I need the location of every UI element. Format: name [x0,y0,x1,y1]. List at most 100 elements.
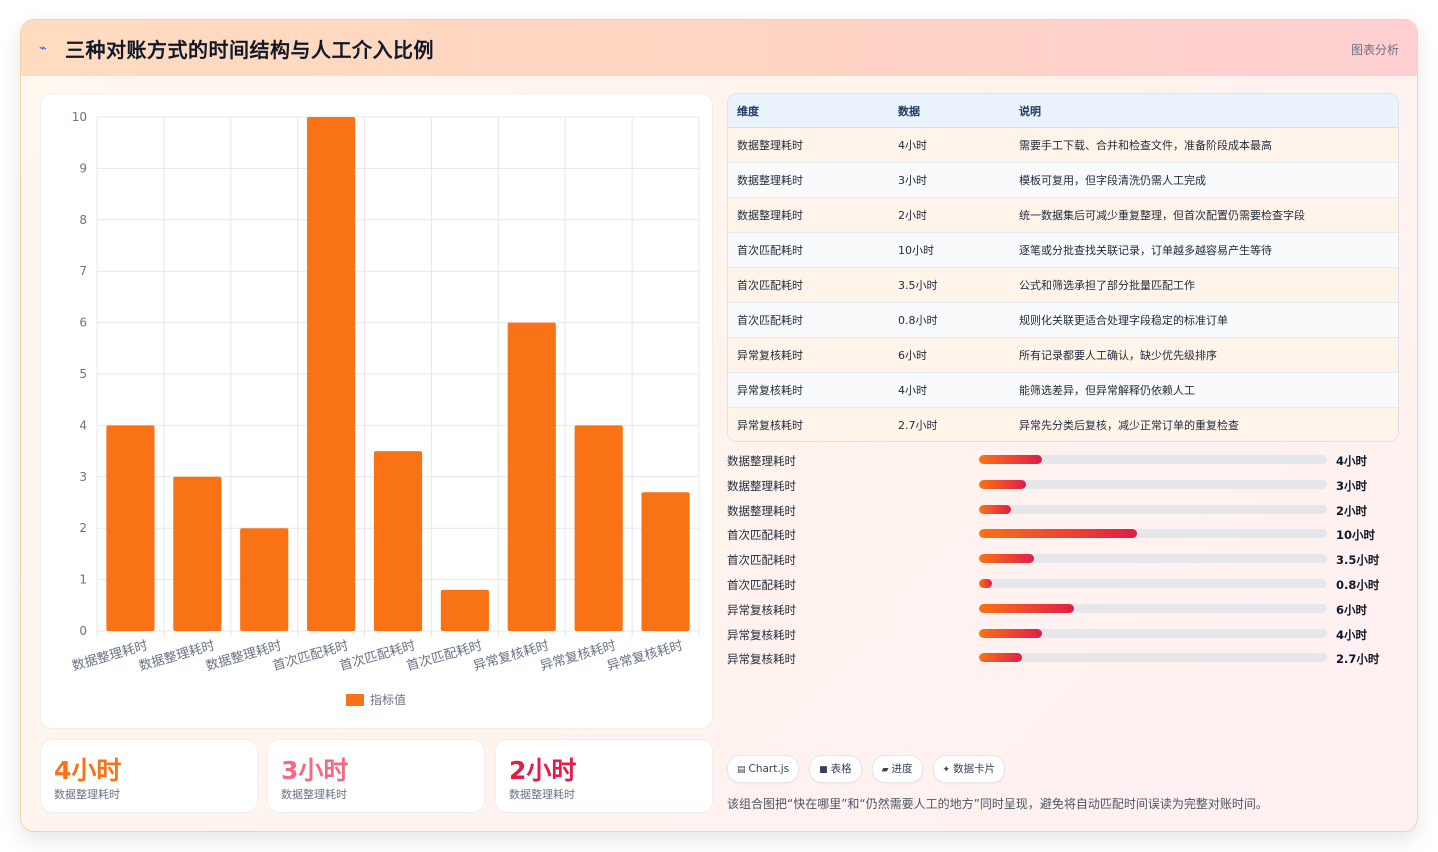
bar[interactable] [307,117,356,631]
kpi-label: 数据整理耗时 [281,788,347,801]
tag-chip[interactable]: ▤ Chart.js [727,755,800,783]
table-cell: 首次匹配耗时 [728,267,889,303]
tag-chip[interactable]: ▰ 进度 [871,755,923,783]
progress-value: 4小时 [1336,627,1368,642]
progress-row: 异常复核耗时 2.7小时 [727,648,1397,673]
footer-note: 该组合图把“快在哪里”和“仍然需要人工的地方”同时呈现，避免将自动匹配时间误读为… [727,797,1268,811]
progress-fill [979,653,1022,663]
progress-track [979,603,1327,613]
kpi-value: 4小时 [54,756,122,785]
progress-label: 异常复核耗时 [727,627,796,642]
table-cell: 数据整理耗时 [728,162,889,198]
progress-track [979,554,1327,564]
table-cell: 2小时 [889,197,1010,233]
progress-track [979,504,1327,514]
y-tick-label: 0 [79,624,87,638]
page-title: 三种对账方式的时间结构与人工介入比例 [65,37,434,62]
bar[interactable] [106,425,155,631]
bar[interactable] [373,451,423,631]
progress-fill [979,554,1035,564]
y-tick-label: 9 [79,161,87,175]
x-tick-label: 首次匹配耗时 [405,637,484,674]
table-cell: 异常先分类后复核，减少正常订单的重复检查 [1010,407,1398,441]
table-row: 首次匹配耗时 10小时 逐笔或分批查找关联记录，订单越多越容易产生等待 [728,232,1398,268]
x-tick-label: 数据整理耗时 [70,638,149,674]
x-tick-label: 首次匹配耗时 [338,637,417,674]
progress-row: 异常复核耗时 6小时 [727,599,1397,624]
progress-track [979,529,1327,539]
progress-fill [979,628,1043,638]
table-cell: 3小时 [889,162,1010,198]
kpi-value: 3小时 [281,756,349,785]
table-cell: 首次匹配耗时 [728,232,889,268]
table-cell: 2.7小时 [889,407,1010,441]
table-cell: 6小时 [889,337,1010,373]
progress-track [979,628,1327,638]
y-tick-label: 5 [79,367,87,381]
table-row: 异常复核耗时 2.7小时 异常先分类后复核，减少正常订单的重复检查 [728,407,1398,441]
table-cell: 异常复核耗时 [728,372,889,408]
progress-track [979,578,1327,588]
progress-track [979,455,1327,464]
kpi-label: 数据整理耗时 [509,788,575,801]
progress-value: 4小时 [1336,454,1368,468]
col-description: 说明 [1010,94,1398,128]
bar[interactable] [240,528,289,631]
progress-value: 6小时 [1336,602,1368,617]
progress-value: 2.7小时 [1336,652,1380,667]
kpi-card: 3小时数据整理耗时 [267,739,485,813]
progress-label: 数据整理耗时 [727,503,796,518]
chip-icon: ▤ [737,765,746,775]
y-tick-label: 1 [79,573,87,587]
x-tick-label: 异常复核耗时 [606,638,685,674]
progress-row: 数据整理耗时 2小时 [727,500,1397,525]
y-tick-label: 6 [79,316,87,330]
bar[interactable] [173,476,222,631]
tag-chip[interactable]: ■ 表格 [809,755,862,783]
table-cell: 3.5小时 [889,267,1010,303]
chip-icon: ✦ [942,765,951,775]
progress-label: 首次匹配耗时 [727,577,796,592]
bar[interactable] [574,425,623,631]
progress-label: 数据整理耗时 [727,454,796,468]
progress-value: 3小时 [1336,478,1368,493]
x-tick-label: 数据整理耗时 [204,638,283,674]
table-cell: 4小时 [889,372,1010,408]
tag-chip[interactable]: ✦ 数据卡片 [932,755,1006,783]
y-tick-label: 4 [79,418,87,432]
y-tick-label: 3 [79,470,87,484]
progress-row: 数据整理耗时 4小时 [727,450,1397,475]
progress-track [979,479,1327,489]
table-row: 数据整理耗时 3小时 模板可复用，但字段清洗仍需人工完成 [728,162,1398,198]
table-cell: 4小时 [889,127,1010,163]
table-cell: 需要手工下载、合并和检查文件，准备阶段成本最高 [1010,127,1398,163]
table-cell: 数据整理耗时 [728,197,889,233]
kpi-label: 数据整理耗时 [54,788,120,801]
kpi-card: 2小时数据整理耗时 [495,739,713,813]
table-row: 异常复核耗时 6小时 所有记录都要人工确认，缺少优先级排序 [728,337,1398,373]
progress-row: 首次匹配耗时 3.5小时 [727,549,1397,574]
bar[interactable] [641,492,690,631]
chart-icon: ⌁ [39,40,47,56]
chip-icon: ■ [819,765,828,775]
table-header-row: 维度 数据 说明 [728,94,1398,128]
progress-row: 首次匹配耗时 0.8小时 [727,574,1397,599]
table-cell: 模板可复用，但字段清洗仍需人工完成 [1010,162,1398,198]
progress-row: 首次匹配耗时 10小时 [727,524,1397,549]
progress-value: 10小时 [1336,528,1376,543]
table-cell: 能筛选差异，但异常解释仍依赖人工 [1010,372,1398,408]
progress-label: 首次匹配耗时 [727,553,796,568]
progress-fill [979,529,1138,539]
chart-legend[interactable]: 指标值 [346,692,406,707]
tag-chips: ▤ Chart.js ■ 表格 ▰ 进度 ✦ 数据卡片 [727,755,1015,783]
bar[interactable] [440,589,489,631]
table-cell: 数据整理耗时 [728,127,889,163]
table-cell: 公式和筛选承担了部分批量匹配工作 [1010,267,1398,303]
bar[interactable] [507,322,556,631]
kpi-value: 2小时 [509,756,577,785]
table-cell: 0.8小时 [889,302,1010,338]
progress-label: 异常复核耗时 [727,652,796,667]
table-cell: 异常复核耗时 [728,337,889,373]
table-cell: 逐笔或分批查找关联记录，订单越多越容易产生等待 [1010,232,1398,268]
progress-value: 0.8小时 [1336,577,1380,592]
